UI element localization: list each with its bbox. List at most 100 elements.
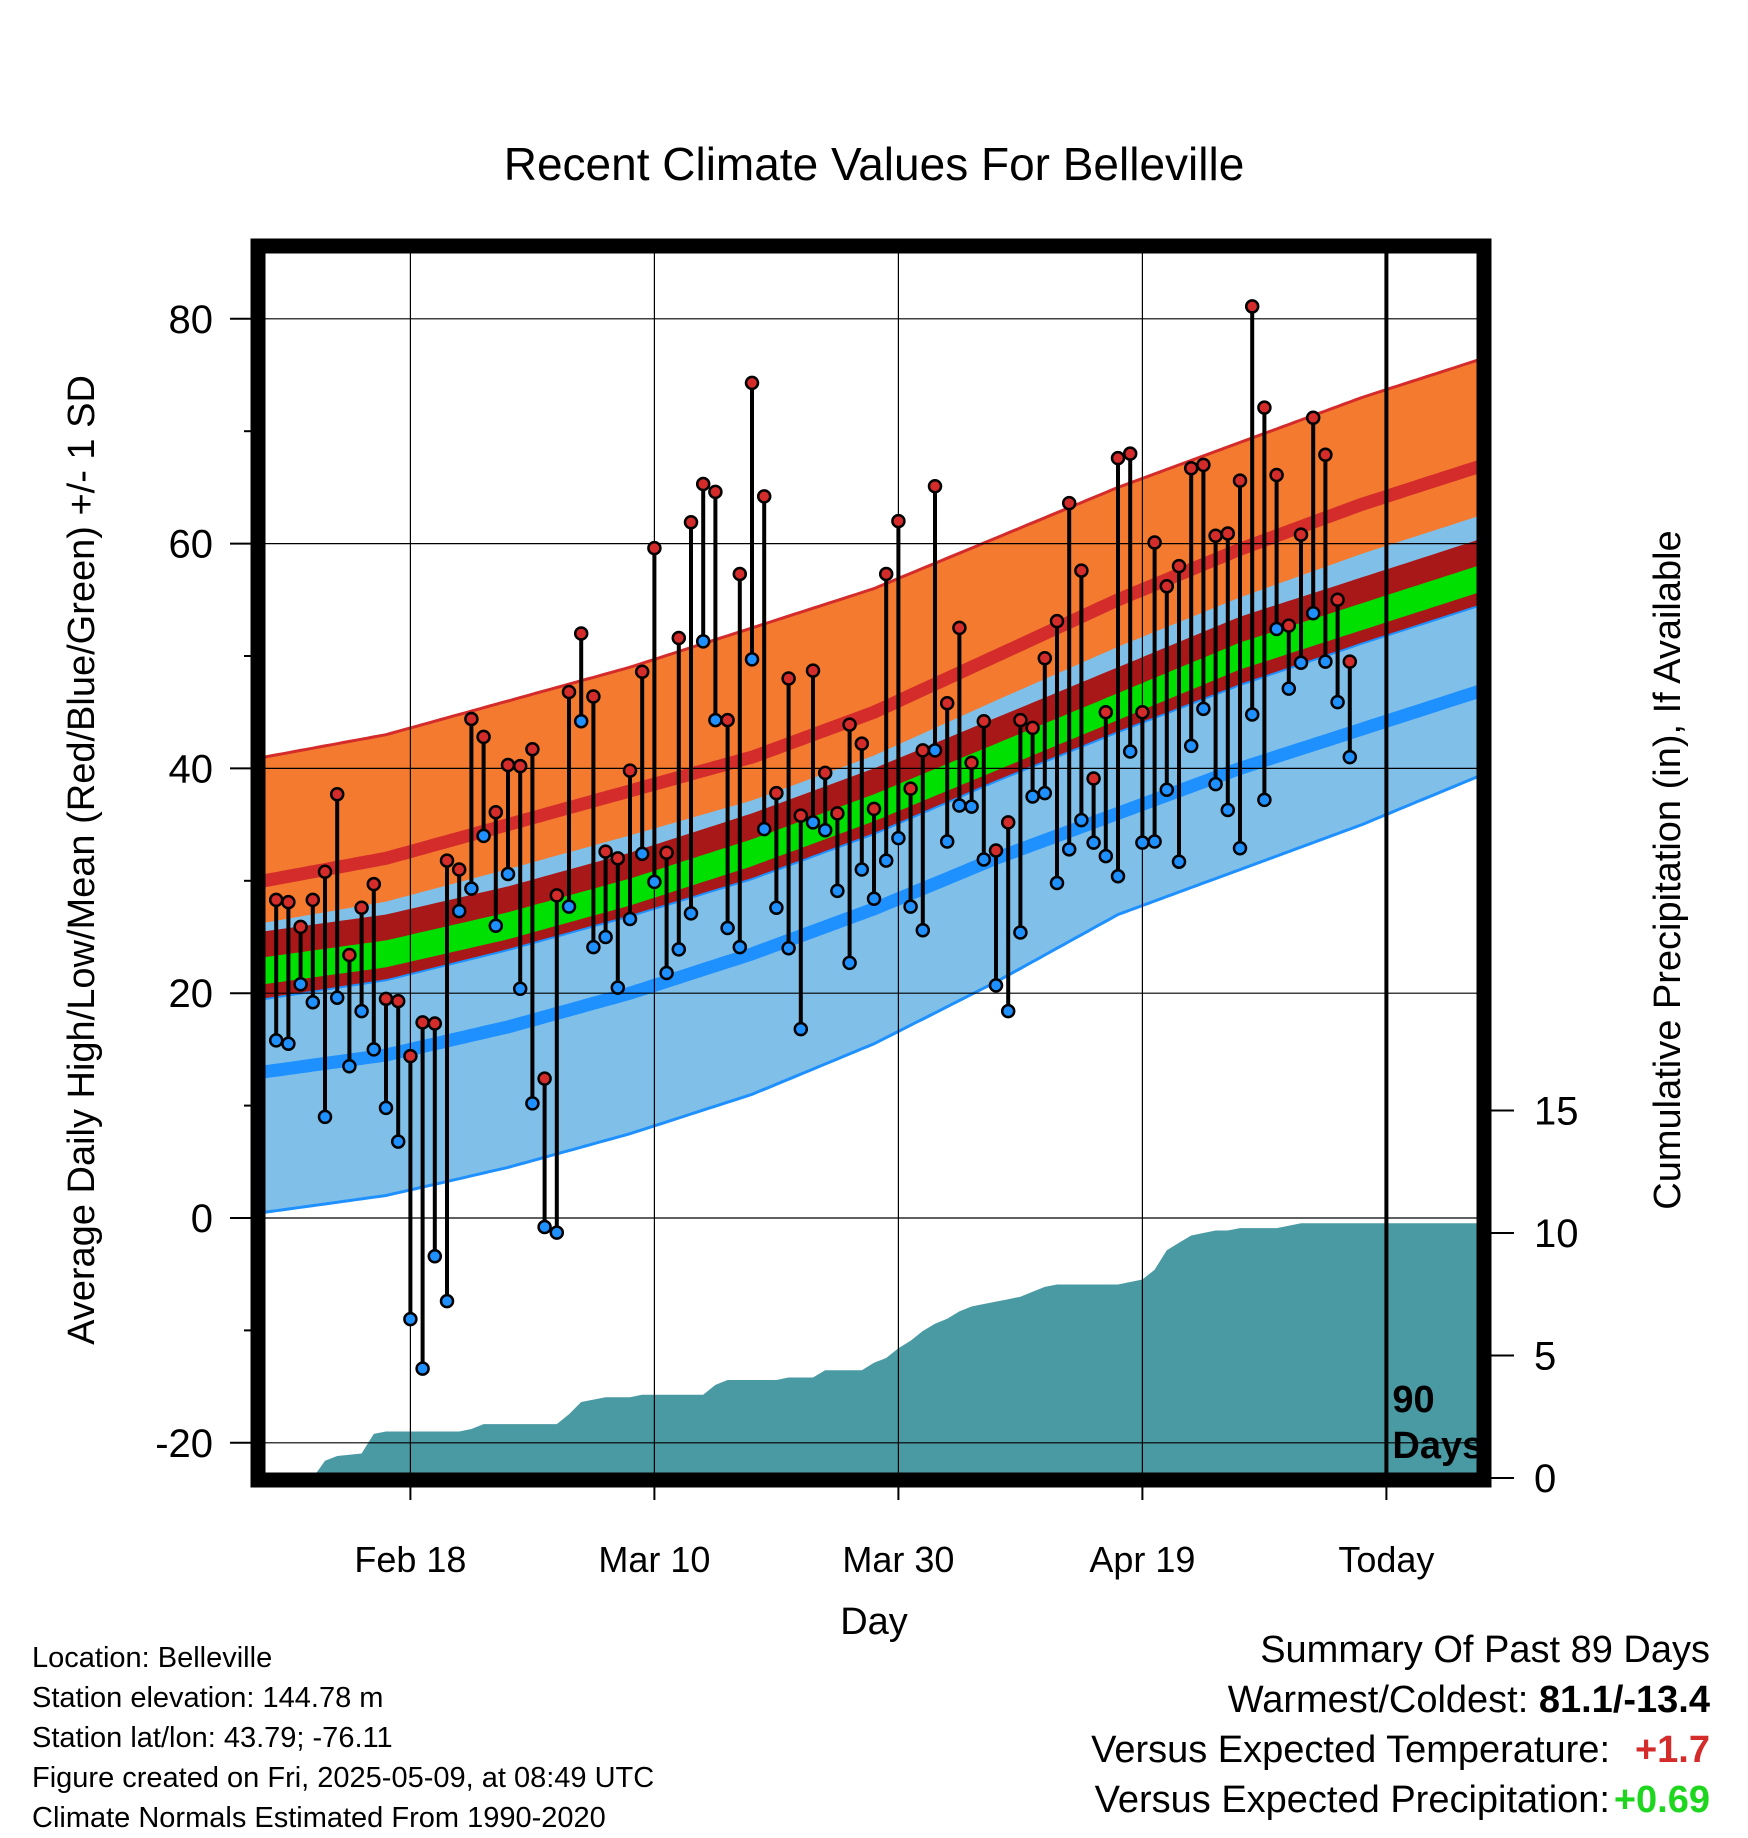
precip-area (264, 1223, 1484, 1478)
low-point (427, 1248, 443, 1264)
low-point (390, 1134, 406, 1149)
low-point (549, 1225, 565, 1240)
low-point (1330, 694, 1345, 710)
low-point (634, 846, 650, 862)
high-point (549, 888, 565, 903)
low-point (586, 939, 601, 955)
high-point (1330, 592, 1345, 608)
y-tick-label: 0 (191, 1197, 213, 1241)
low-point (403, 1311, 418, 1327)
low-point (891, 830, 906, 846)
y2-tick-label: 0 (1534, 1457, 1556, 1501)
low-point (378, 1100, 394, 1116)
high-point (781, 671, 796, 686)
y-tick-label: 20 (169, 972, 214, 1016)
high-point (647, 540, 662, 556)
summary-precip-row: Versus Expected Precipitation: +0.69 (1091, 1775, 1710, 1825)
low-point (1281, 681, 1297, 696)
high-point (1171, 558, 1187, 574)
high-mean-line (258, 458, 1484, 888)
low-point (598, 929, 613, 945)
low-point (732, 939, 748, 955)
low-point (415, 1361, 430, 1376)
low-point (1098, 848, 1114, 864)
low-point (878, 853, 894, 868)
high-point (293, 919, 308, 935)
high-point (915, 743, 931, 758)
low-point (1159, 782, 1175, 798)
low-point (561, 899, 577, 914)
high-point (1098, 704, 1114, 720)
high-point (842, 717, 857, 732)
low-point (964, 799, 979, 814)
high-point (1135, 704, 1150, 720)
low-point (842, 955, 857, 971)
y-axis-label: Average Daily High/Low/Mean (Red/Blue/Gr… (61, 375, 103, 1345)
high-point (708, 484, 723, 500)
low-point (952, 798, 967, 813)
high-point (964, 755, 979, 771)
low-point (866, 891, 882, 907)
low-point (756, 821, 772, 837)
low-point (476, 828, 491, 844)
high-point (305, 892, 321, 908)
high-point (1037, 650, 1053, 666)
low-point (1049, 875, 1065, 891)
y2-tick-label: 10 (1534, 1212, 1579, 1256)
low-point (781, 940, 796, 956)
high-point (720, 712, 735, 728)
low-point (512, 981, 528, 996)
high-point (878, 566, 894, 582)
normals-text: Climate Normals Estimated From 1990-2020 (32, 1802, 606, 1834)
precip-label: Versus Expected Precipitation: (1094, 1779, 1610, 1821)
high-point (366, 876, 382, 892)
high-point (1049, 613, 1065, 629)
low-point (1135, 835, 1150, 850)
low-point (1037, 785, 1053, 801)
high-point (281, 894, 296, 910)
high-point (1013, 712, 1028, 728)
today-days-label: 90 (1392, 1379, 1434, 1421)
location-text: Location: Belleville (32, 1642, 273, 1674)
low-point (1208, 776, 1223, 792)
summary-warmest-row: Warmest/Coldest: 81.1/-13.4 (1091, 1675, 1710, 1725)
high-point (476, 729, 491, 745)
low-point (525, 1096, 540, 1111)
high-point (1086, 771, 1101, 786)
low-point (329, 990, 345, 1005)
high-point (610, 851, 626, 866)
low-point (1013, 925, 1028, 940)
high-point (927, 479, 943, 494)
high-point (695, 476, 711, 492)
low-point (830, 883, 845, 899)
high-point (500, 757, 516, 773)
low-point (268, 1033, 284, 1048)
high-point (378, 991, 394, 1007)
low-point (976, 852, 992, 867)
x-tick-label: Feb 18 (354, 1539, 466, 1580)
low-point (671, 942, 687, 957)
high-point (268, 892, 284, 908)
high-point (744, 375, 760, 391)
warmest-value: 81.1/-13.4 (1538, 1679, 1710, 1721)
axes: -20 0 20 40 60 80 0 5 10 15 Feb 18 Mar 10 Mar 30 Apr … (155, 238, 1579, 1580)
high-point (952, 620, 967, 636)
high-point (1232, 473, 1248, 488)
low-lower-edge (258, 772, 1484, 1214)
precip-value: +0.69 (1613, 1779, 1710, 1821)
low-point (293, 976, 308, 992)
low-point (915, 923, 931, 938)
high-point (1074, 563, 1089, 578)
high-point (622, 763, 638, 778)
y-tick-label: 60 (169, 523, 214, 567)
low-point (720, 920, 735, 936)
low-point (1122, 744, 1138, 759)
low-point (1220, 802, 1236, 818)
low-point (488, 918, 504, 934)
low-point (1183, 738, 1199, 754)
low-point (537, 1219, 552, 1235)
high-point (329, 787, 345, 802)
high-point (1305, 410, 1321, 425)
high-point (317, 864, 333, 880)
